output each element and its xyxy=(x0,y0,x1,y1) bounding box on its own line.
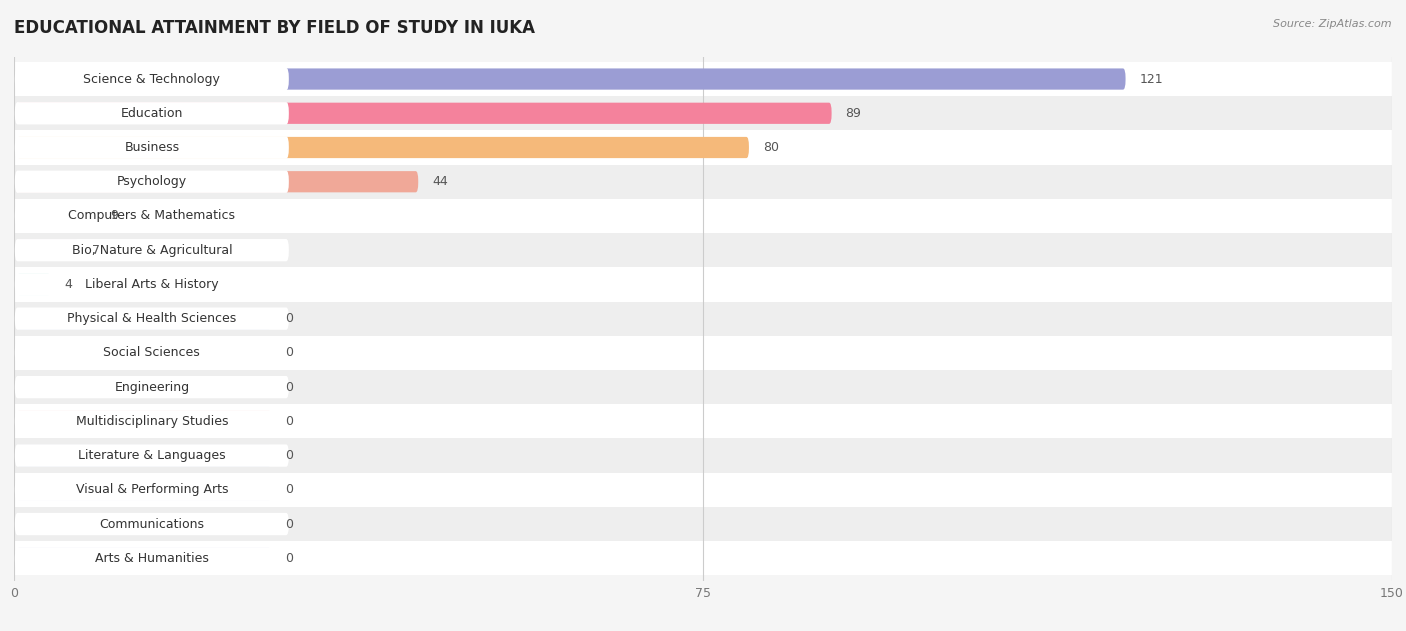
Bar xyxy=(14,507,1392,541)
Text: Arts & Humanities: Arts & Humanities xyxy=(96,551,208,565)
Text: 0: 0 xyxy=(285,415,292,428)
Text: 9: 9 xyxy=(111,209,118,223)
Text: Science & Technology: Science & Technology xyxy=(83,73,221,86)
Text: Social Sciences: Social Sciences xyxy=(104,346,200,360)
Text: Liberal Arts & History: Liberal Arts & History xyxy=(84,278,219,291)
FancyBboxPatch shape xyxy=(17,377,271,398)
Bar xyxy=(14,370,1392,404)
FancyBboxPatch shape xyxy=(17,479,271,500)
FancyBboxPatch shape xyxy=(15,170,288,193)
FancyBboxPatch shape xyxy=(15,239,288,261)
Text: 44: 44 xyxy=(432,175,447,188)
Text: 0: 0 xyxy=(285,449,292,462)
Bar xyxy=(14,268,1392,302)
Text: Multidisciplinary Studies: Multidisciplinary Studies xyxy=(76,415,228,428)
FancyBboxPatch shape xyxy=(17,103,831,124)
FancyBboxPatch shape xyxy=(17,445,271,466)
Bar xyxy=(14,473,1392,507)
Text: Business: Business xyxy=(124,141,180,154)
Text: Bio, Nature & Agricultural: Bio, Nature & Agricultural xyxy=(72,244,232,257)
Bar xyxy=(14,541,1392,575)
Text: Visual & Performing Arts: Visual & Performing Arts xyxy=(76,483,228,497)
Text: Engineering: Engineering xyxy=(114,380,190,394)
Bar xyxy=(14,336,1392,370)
FancyBboxPatch shape xyxy=(17,240,79,261)
FancyBboxPatch shape xyxy=(17,308,271,329)
Text: 0: 0 xyxy=(285,551,292,565)
Text: 0: 0 xyxy=(285,346,292,360)
FancyBboxPatch shape xyxy=(17,342,271,363)
FancyBboxPatch shape xyxy=(15,410,288,432)
FancyBboxPatch shape xyxy=(15,68,288,90)
FancyBboxPatch shape xyxy=(15,444,288,467)
FancyBboxPatch shape xyxy=(15,102,288,124)
Text: EDUCATIONAL ATTAINMENT BY FIELD OF STUDY IN IUKA: EDUCATIONAL ATTAINMENT BY FIELD OF STUDY… xyxy=(14,19,536,37)
FancyBboxPatch shape xyxy=(15,136,288,158)
Text: 0: 0 xyxy=(285,483,292,497)
Text: 80: 80 xyxy=(762,141,779,154)
FancyBboxPatch shape xyxy=(17,171,418,192)
FancyBboxPatch shape xyxy=(15,479,288,501)
FancyBboxPatch shape xyxy=(17,548,271,569)
Bar xyxy=(14,165,1392,199)
FancyBboxPatch shape xyxy=(15,342,288,364)
Bar xyxy=(14,199,1392,233)
FancyBboxPatch shape xyxy=(15,307,288,330)
FancyBboxPatch shape xyxy=(15,205,288,227)
FancyBboxPatch shape xyxy=(17,137,749,158)
Text: Literature & Languages: Literature & Languages xyxy=(79,449,225,462)
Text: Source: ZipAtlas.com: Source: ZipAtlas.com xyxy=(1274,19,1392,29)
Text: 7: 7 xyxy=(93,244,100,257)
Text: 121: 121 xyxy=(1139,73,1163,86)
Bar xyxy=(14,439,1392,473)
FancyBboxPatch shape xyxy=(15,547,288,569)
Bar xyxy=(14,233,1392,268)
Text: 0: 0 xyxy=(285,517,292,531)
FancyBboxPatch shape xyxy=(15,376,288,398)
Bar xyxy=(14,404,1392,439)
Bar xyxy=(14,302,1392,336)
Bar xyxy=(14,96,1392,131)
Text: 4: 4 xyxy=(65,278,73,291)
FancyBboxPatch shape xyxy=(17,274,51,295)
FancyBboxPatch shape xyxy=(15,273,288,295)
Text: 0: 0 xyxy=(285,312,292,325)
Bar xyxy=(14,131,1392,165)
Text: 89: 89 xyxy=(845,107,862,120)
Text: Education: Education xyxy=(121,107,183,120)
FancyBboxPatch shape xyxy=(17,411,271,432)
Text: Physical & Health Sciences: Physical & Health Sciences xyxy=(67,312,236,325)
FancyBboxPatch shape xyxy=(17,68,1126,90)
Text: 0: 0 xyxy=(285,380,292,394)
FancyBboxPatch shape xyxy=(15,513,288,535)
Text: Psychology: Psychology xyxy=(117,175,187,188)
Text: Communications: Communications xyxy=(100,517,204,531)
Text: Computers & Mathematics: Computers & Mathematics xyxy=(69,209,235,223)
Bar xyxy=(14,62,1392,96)
FancyBboxPatch shape xyxy=(17,205,97,227)
FancyBboxPatch shape xyxy=(17,514,271,534)
